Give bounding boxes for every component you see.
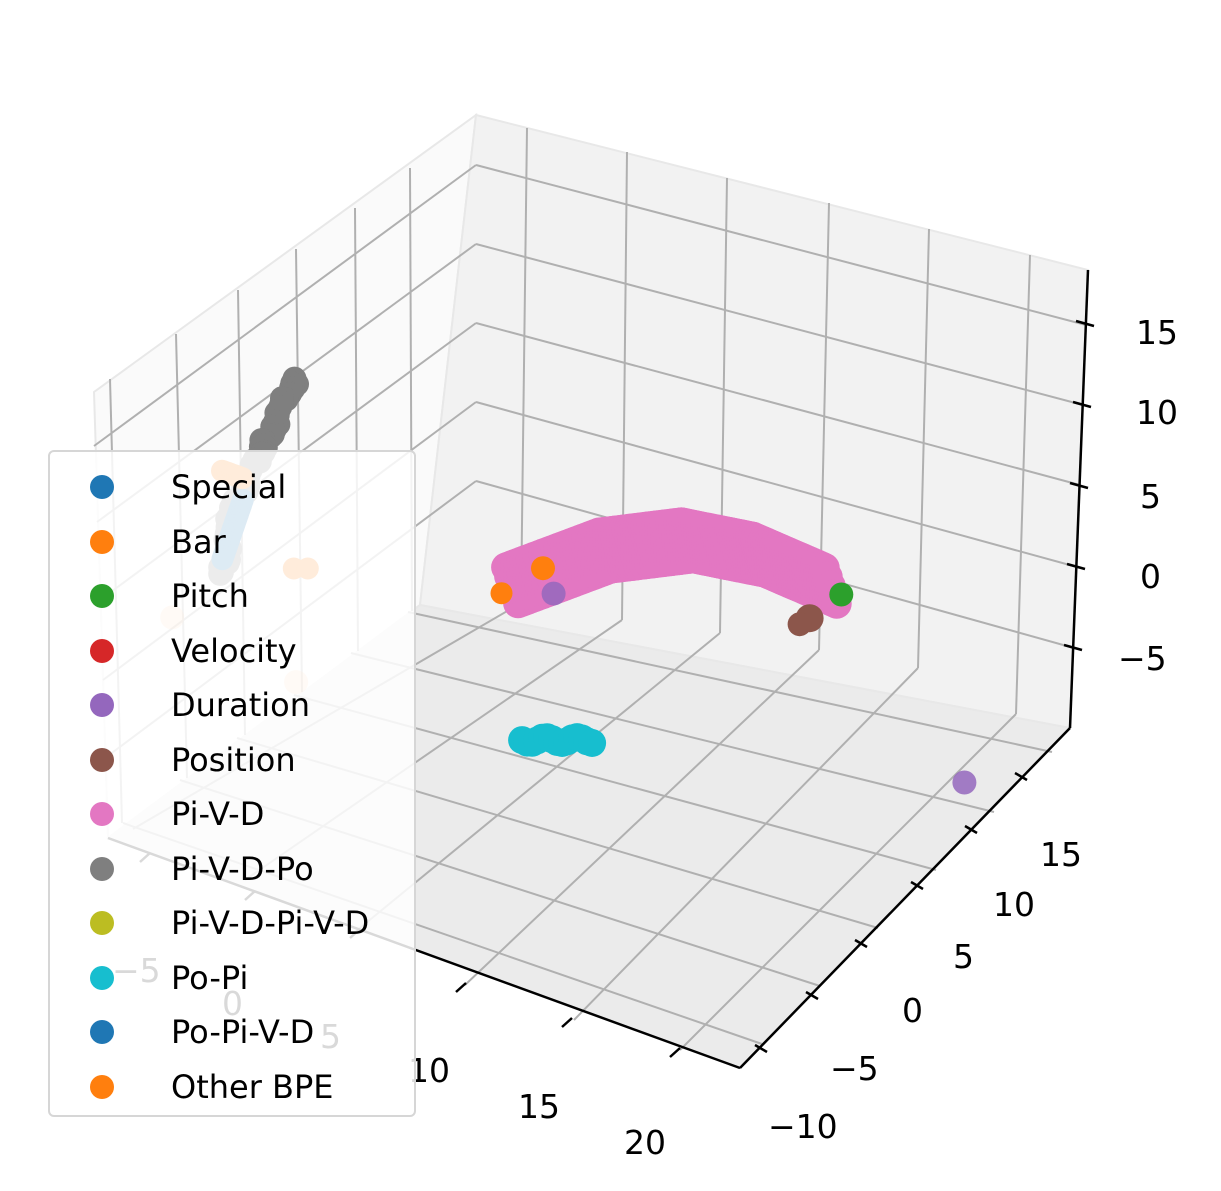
- legend-marker-icon: [90, 1020, 114, 1044]
- y-tick-label: −10: [768, 1107, 838, 1146]
- legend-marker-icon: [90, 475, 114, 499]
- z-tick-labels: −5 0 5 10 15: [1118, 313, 1178, 678]
- z-axis-line: [1068, 269, 1090, 729]
- legend-entry: Pi-V-D-Po: [50, 849, 414, 889]
- grid-line: [1015, 254, 1031, 715]
- duration-point: [952, 770, 977, 795]
- grid-line: [679, 713, 1017, 1051]
- grid-line: [350, 652, 995, 813]
- legend-marker-icon: [90, 747, 114, 772]
- y-axis-ticks: [754, 771, 1028, 1054]
- bar-point: [490, 582, 513, 605]
- z-tick-mark: [1075, 319, 1095, 328]
- grid-line: [475, 401, 1078, 568]
- legend-label: Po-Pi: [171, 958, 249, 997]
- legend-label: Bar: [171, 522, 226, 561]
- grid-line: [475, 243, 1084, 406]
- legend-label: Other BPE: [171, 1067, 334, 1106]
- y-tick-mark: [854, 938, 868, 949]
- z-tick-label: −5: [1118, 639, 1167, 678]
- legend-label: Position: [171, 740, 296, 779]
- grid-lines: [93, 127, 1087, 1051]
- pitch-point: [829, 582, 854, 607]
- z-tick-label: 5: [1140, 477, 1161, 516]
- y-tick-label: 0: [902, 991, 923, 1030]
- legend-entry: Po-Pi-V-D: [50, 1012, 414, 1052]
- x-tick-mark: [669, 1047, 681, 1058]
- bar-point: [531, 556, 555, 581]
- grid-line: [93, 164, 477, 447]
- legend-marker-icon: [90, 529, 114, 554]
- legend-entry: Position: [50, 740, 414, 780]
- z-axis-ticks: [1063, 319, 1095, 652]
- legend: Special Bar Pitch Velocity Duration Position P…: [48, 450, 416, 1117]
- po-pi-point: [578, 729, 607, 757]
- legend-entry: Po-Pi: [50, 958, 414, 998]
- legend-marker-icon: [90, 911, 114, 935]
- legend-label: Duration: [171, 686, 310, 724]
- y-tick-mark: [964, 824, 978, 835]
- legend-label: Velocity: [171, 631, 297, 670]
- x-tick-mark: [455, 982, 467, 993]
- legend-label: Pitch: [171, 577, 249, 615]
- y-tick-mark: [754, 1043, 768, 1054]
- grid-line: [475, 322, 1081, 486]
- y-tick-mark: [1014, 771, 1028, 782]
- grid-line: [573, 667, 919, 1021]
- grid-line: [407, 611, 1053, 753]
- y-tick-label: 10: [993, 885, 1035, 924]
- z-tick-mark: [1069, 481, 1089, 490]
- legend-entry: Pi-V-D-Pi-V-D: [50, 903, 414, 943]
- legend-entry: Duration: [50, 685, 414, 725]
- legend-label: Special: [171, 468, 287, 506]
- z-tick-mark: [1066, 562, 1086, 571]
- duration-point: [541, 581, 566, 606]
- legend-marker-icon: [90, 856, 114, 881]
- y-tick-labels: −10 −5 0 5 10 15: [768, 835, 1082, 1146]
- legend-label: Pi-V-D-Pi-V-D: [171, 904, 370, 942]
- grid-line: [464, 649, 820, 986]
- y-tick-label: 5: [953, 937, 974, 976]
- legend-label: Po-Pi-V-D: [171, 1013, 315, 1051]
- legend-marker-icon: [90, 802, 114, 826]
- x-tick-label: 15: [518, 1087, 560, 1126]
- legend-entry: Pi-V-D: [50, 794, 414, 834]
- grid-line: [475, 164, 1087, 326]
- z-tick-label: 10: [1136, 393, 1178, 432]
- y-tick-label: −5: [830, 1049, 879, 1088]
- legend-entry: Velocity: [50, 631, 414, 671]
- legend-entry: Bar: [50, 522, 414, 562]
- z-tick-label: 0: [1140, 557, 1161, 596]
- x-tick-label: 20: [624, 1123, 666, 1162]
- legend-entry: Special: [50, 467, 414, 507]
- legend-marker-icon: [90, 1074, 114, 1099]
- y-tick-label: 15: [1040, 835, 1082, 874]
- y-axis-line: [739, 727, 1071, 1069]
- grid-line: [520, 127, 528, 604]
- y-tick-mark: [910, 880, 924, 891]
- legend-marker-icon: [90, 638, 114, 663]
- z-tick-mark: [1072, 400, 1092, 409]
- x-tick-mark: [561, 1017, 573, 1028]
- z-tick-label: 15: [1136, 313, 1178, 352]
- position-point: [787, 612, 812, 637]
- legend-marker-icon: [90, 693, 114, 717]
- grid-line: [917, 228, 930, 669]
- legend-entry: Other BPE: [50, 1067, 414, 1107]
- y-tick-mark: [805, 990, 819, 1001]
- legend-label: Pi-V-D: [171, 795, 265, 833]
- legend-marker-icon: [90, 584, 114, 608]
- legend-entry: Pitch: [50, 576, 414, 616]
- z-tick-mark: [1063, 643, 1083, 652]
- legend-label: Pi-V-D-Po: [171, 849, 314, 888]
- legend-marker-icon: [90, 965, 114, 990]
